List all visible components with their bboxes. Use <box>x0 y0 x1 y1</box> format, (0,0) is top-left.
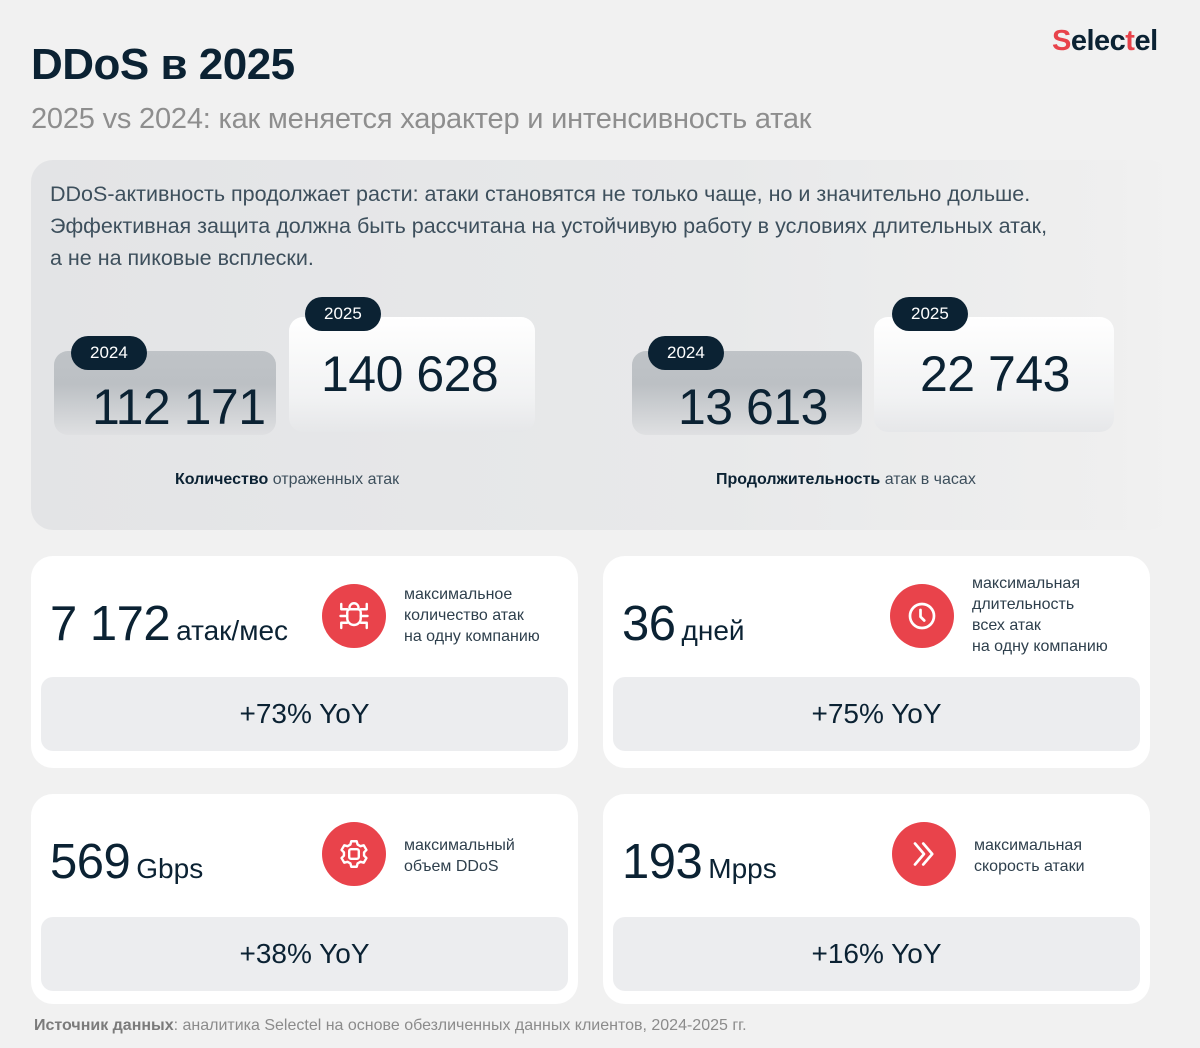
kpi-value: 7 172 <box>50 597 171 651</box>
yoy-badge: +16% YoY <box>613 917 1140 991</box>
gear-icon <box>322 822 386 886</box>
duration-2024-value: 13 613 <box>678 379 828 435</box>
page-subtitle: 2025 vs 2024: как меняется характер и ин… <box>31 103 812 135</box>
kpi-value: 193 <box>622 835 703 889</box>
year-badge-2024: 2024 <box>71 336 147 370</box>
kpi-unit: дней <box>681 615 745 646</box>
kpi-card-attacks-per-month: 7 172 атак/мес максимальное количество ат… <box>31 556 578 768</box>
attacks-2024-value: 112 171 <box>92 379 266 435</box>
yoy-badge: +75% YoY <box>613 677 1140 751</box>
kpi-card-max-duration: 36 дней максимальная длительность всех ат… <box>603 556 1150 768</box>
kpi-description: максимальная длительность всех атак на о… <box>972 575 1108 655</box>
kpi-card-max-speed: 193 Mpps максимальная скорость атаки +16%… <box>603 794 1150 1004</box>
kpi-card-max-volume: 569 Gbps максимальный объем DDoS +38% YoY <box>31 794 578 1004</box>
double-chevron-right-icon <box>892 822 956 886</box>
data-source-note: Источник данных: аналитика Selectel на о… <box>34 1017 747 1034</box>
kpi-unit: Gbps <box>136 853 204 884</box>
kpi-unit: атак/мес <box>176 615 289 646</box>
duration-2025-box <box>874 317 1114 432</box>
year-badge-2024-duration: 2024 <box>648 336 724 370</box>
kpi-description: максимальная скорость атаки <box>974 837 1085 875</box>
kpi-unit: Mpps <box>708 853 777 884</box>
duration-2025-value: 22 743 <box>920 346 1070 402</box>
attacks-2025-box <box>289 317 535 432</box>
attacks-2025-value: 140 628 <box>321 346 499 402</box>
kpi-description: максимальное количество атак на одну ком… <box>404 586 540 645</box>
clock-icon <box>890 584 954 648</box>
attacks-caption: Количество отраженных атак <box>175 471 400 488</box>
comparison-panel: DDoS-активность продолжает расти: атаки … <box>31 160 1171 530</box>
kpi-description: максимальный объем DDoS <box>404 837 515 875</box>
duration-caption: Продолжительность атак в часах <box>716 471 976 488</box>
page-title: DDoS в 2025 <box>31 40 295 89</box>
bug-icon <box>322 584 386 648</box>
yoy-badge: +73% YoY <box>41 677 568 751</box>
selectel-logo: Selectel <box>1052 25 1158 57</box>
year-badge-2025: 2025 <box>305 297 381 331</box>
kpi-value: 36 <box>622 597 676 651</box>
kpi-value: 569 <box>50 835 131 889</box>
intro-text: DDoS-активность продолжает расти: атаки … <box>50 182 1048 270</box>
year-badge-2025-duration: 2025 <box>892 297 968 331</box>
yoy-badge: +38% YoY <box>41 917 568 991</box>
